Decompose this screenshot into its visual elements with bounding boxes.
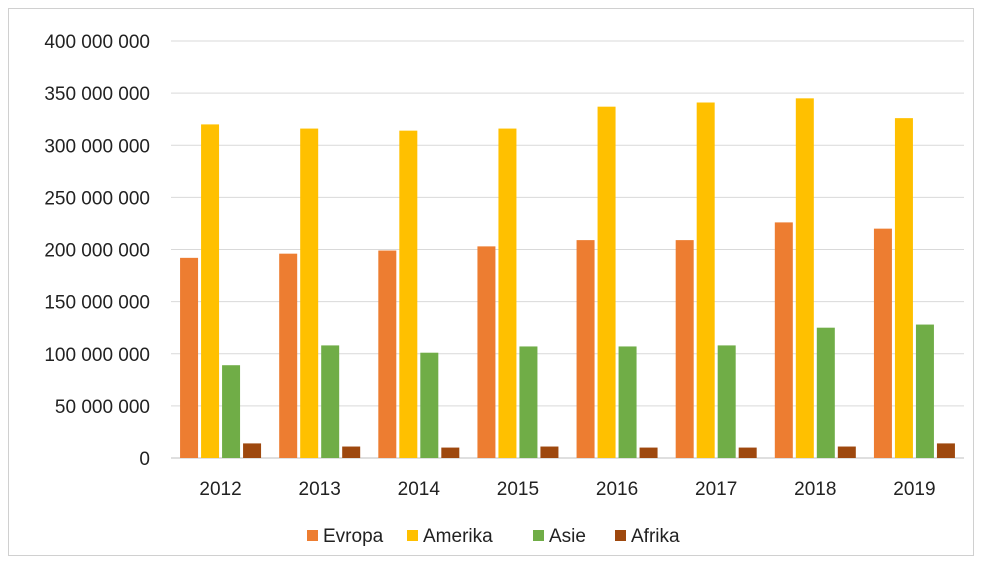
y-tick-label: 100 000 000 <box>44 345 150 366</box>
x-tick-label: 2019 <box>893 479 935 500</box>
bar-asie-2016 <box>618 346 637 458</box>
y-tick-label: 400 000 000 <box>44 32 150 53</box>
bar-amerika-2014 <box>399 130 418 458</box>
y-tick-label: 0 <box>139 449 150 470</box>
legend-label-amerika: Amerika <box>423 526 493 547</box>
bar-asie-2018 <box>816 327 835 458</box>
legend: Evropa Amerika Asie Afrika <box>307 526 680 547</box>
bar-amerika-2016 <box>597 106 616 459</box>
bar-evropa-2013 <box>279 253 298 458</box>
y-tick-label: 350 000 000 <box>44 84 150 105</box>
bar-evropa-2019 <box>873 228 892 458</box>
bar-asie-2015 <box>519 346 538 458</box>
bar-chart: 0 50 000 000 100 000 000 150 000 000 200 000… <box>44 32 964 547</box>
x-tick-label: 2014 <box>398 479 441 500</box>
legend-label-asie: Asie <box>549 526 586 547</box>
bar-amerika-2013 <box>300 128 319 458</box>
bar-evropa-2014 <box>378 250 397 458</box>
x-tick-label: 2015 <box>497 479 539 500</box>
bar-afrika-2016 <box>639 447 658 458</box>
bar-evropa-2018 <box>774 222 793 458</box>
bar-afrika-2018 <box>837 446 856 458</box>
bar-amerika-2019 <box>894 118 913 459</box>
x-tick-label: 2016 <box>596 479 638 500</box>
bar-afrika-2017 <box>738 447 757 458</box>
bar-afrika-2012 <box>243 443 262 458</box>
bar-evropa-2015 <box>477 246 496 458</box>
bar-amerika-2015 <box>498 128 517 458</box>
bar-afrika-2015 <box>540 446 559 458</box>
bar-afrika-2019 <box>936 443 955 458</box>
bar-amerika-2012 <box>201 124 220 459</box>
y-tick-label: 200 000 000 <box>44 241 150 262</box>
x-tick-label: 2012 <box>199 479 241 500</box>
bars <box>180 98 955 459</box>
x-tick-label: 2018 <box>794 479 836 500</box>
x-tick-label: 2013 <box>299 479 341 500</box>
bar-afrika-2013 <box>342 446 361 458</box>
bar-afrika-2014 <box>441 447 460 458</box>
y-tick-label: 250 000 000 <box>44 188 150 209</box>
bar-asie-2013 <box>321 345 340 458</box>
y-tick-label: 300 000 000 <box>44 136 150 157</box>
bar-evropa-2016 <box>576 240 595 458</box>
bar-asie-2017 <box>717 345 736 458</box>
legend-swatch-afrika <box>615 530 626 541</box>
bar-asie-2019 <box>915 324 934 458</box>
bar-asie-2014 <box>420 352 439 458</box>
bar-amerika-2018 <box>795 98 814 459</box>
bar-evropa-2017 <box>675 240 694 458</box>
y-tick-label: 150 000 000 <box>44 293 150 314</box>
bar-evropa-2012 <box>180 257 199 458</box>
legend-swatch-amerika <box>407 530 418 541</box>
bar-amerika-2017 <box>696 102 715 458</box>
legend-label-afrika: Afrika <box>631 526 680 547</box>
bar-asie-2012 <box>222 365 241 458</box>
legend-label-evropa: Evropa <box>323 526 384 547</box>
x-axis-ticks: 2012 2013 2014 2015 2016 2017 2018 2019 <box>199 479 935 500</box>
y-axis-ticks: 0 50 000 000 100 000 000 150 000 000 200 000… <box>44 32 150 470</box>
legend-swatch-evropa <box>307 530 318 541</box>
y-tick-label: 50 000 000 <box>55 397 150 418</box>
legend-swatch-asie <box>533 530 544 541</box>
chart-frame: 0 50 000 000 100 000 000 150 000 000 200 000… <box>8 8 974 556</box>
x-tick-label: 2017 <box>695 479 737 500</box>
